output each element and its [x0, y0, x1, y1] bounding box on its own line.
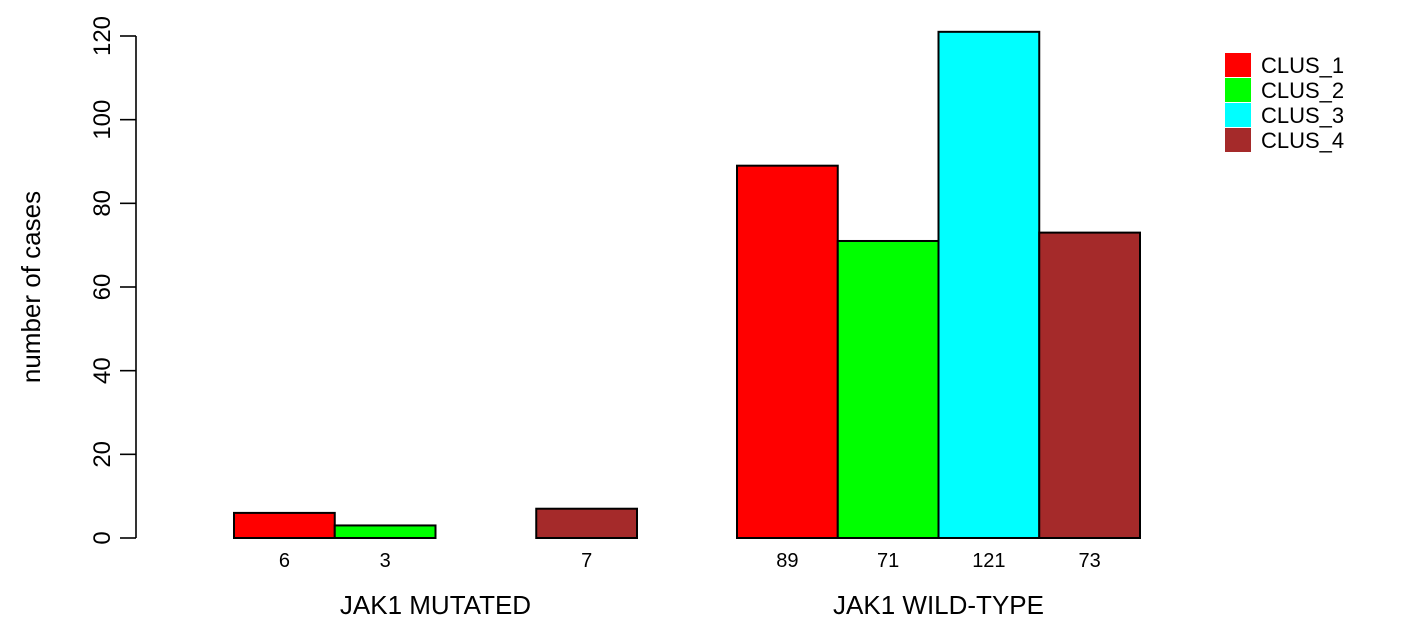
bar-value-label: 89 [776, 550, 798, 572]
bar-value-label: 73 [1079, 550, 1101, 572]
y-tick-label: 80 [89, 190, 116, 217]
group-label: JAK1 MUTATED [340, 590, 531, 620]
bar-value-label: 7 [581, 550, 592, 572]
legend-swatch [1225, 103, 1251, 127]
bars [233, 30, 1141, 540]
y-tick-label: 40 [89, 357, 116, 384]
legend-swatch [1225, 78, 1251, 102]
group-labels: JAK1 MUTATED JAK1 WILD-TYPE [340, 590, 1044, 620]
legend-label: CLUS_2 [1261, 78, 1344, 103]
bar-clus-2 [333, 524, 437, 540]
y-tick-label: 0 [89, 531, 116, 544]
legend-swatch [1225, 128, 1251, 152]
bar-clus-4 [1038, 231, 1141, 539]
bar-value-label: 71 [877, 550, 899, 572]
bar-clus-3 [937, 30, 1041, 539]
bar-value-label: 121 [972, 550, 1005, 572]
bar-clus-1 [736, 164, 839, 540]
y-tick-label: 20 [89, 441, 116, 468]
y-tick-label: 120 [89, 16, 116, 56]
legend-swatch [1225, 53, 1251, 77]
y-tick-label: 60 [89, 274, 116, 301]
bar-clus-2 [836, 239, 940, 539]
bar-value-label: 3 [380, 550, 391, 572]
bar-clus-4 [535, 507, 638, 540]
y-axis: 0 20 40 60 80 100 120 [89, 16, 137, 545]
bar-value-label: 6 [279, 550, 290, 572]
group-label: JAK1 WILD-TYPE [833, 590, 1044, 620]
legend-label: CLUS_1 [1261, 53, 1344, 78]
legend-label: CLUS_4 [1261, 128, 1344, 153]
legend-label: CLUS_3 [1261, 103, 1344, 128]
y-axis-title: number of cases [16, 191, 46, 383]
bar-clus-1 [233, 511, 336, 540]
y-tick-label: 100 [89, 100, 116, 140]
bar-value-labels: 6 3 7 89 71 121 73 [279, 550, 1101, 572]
